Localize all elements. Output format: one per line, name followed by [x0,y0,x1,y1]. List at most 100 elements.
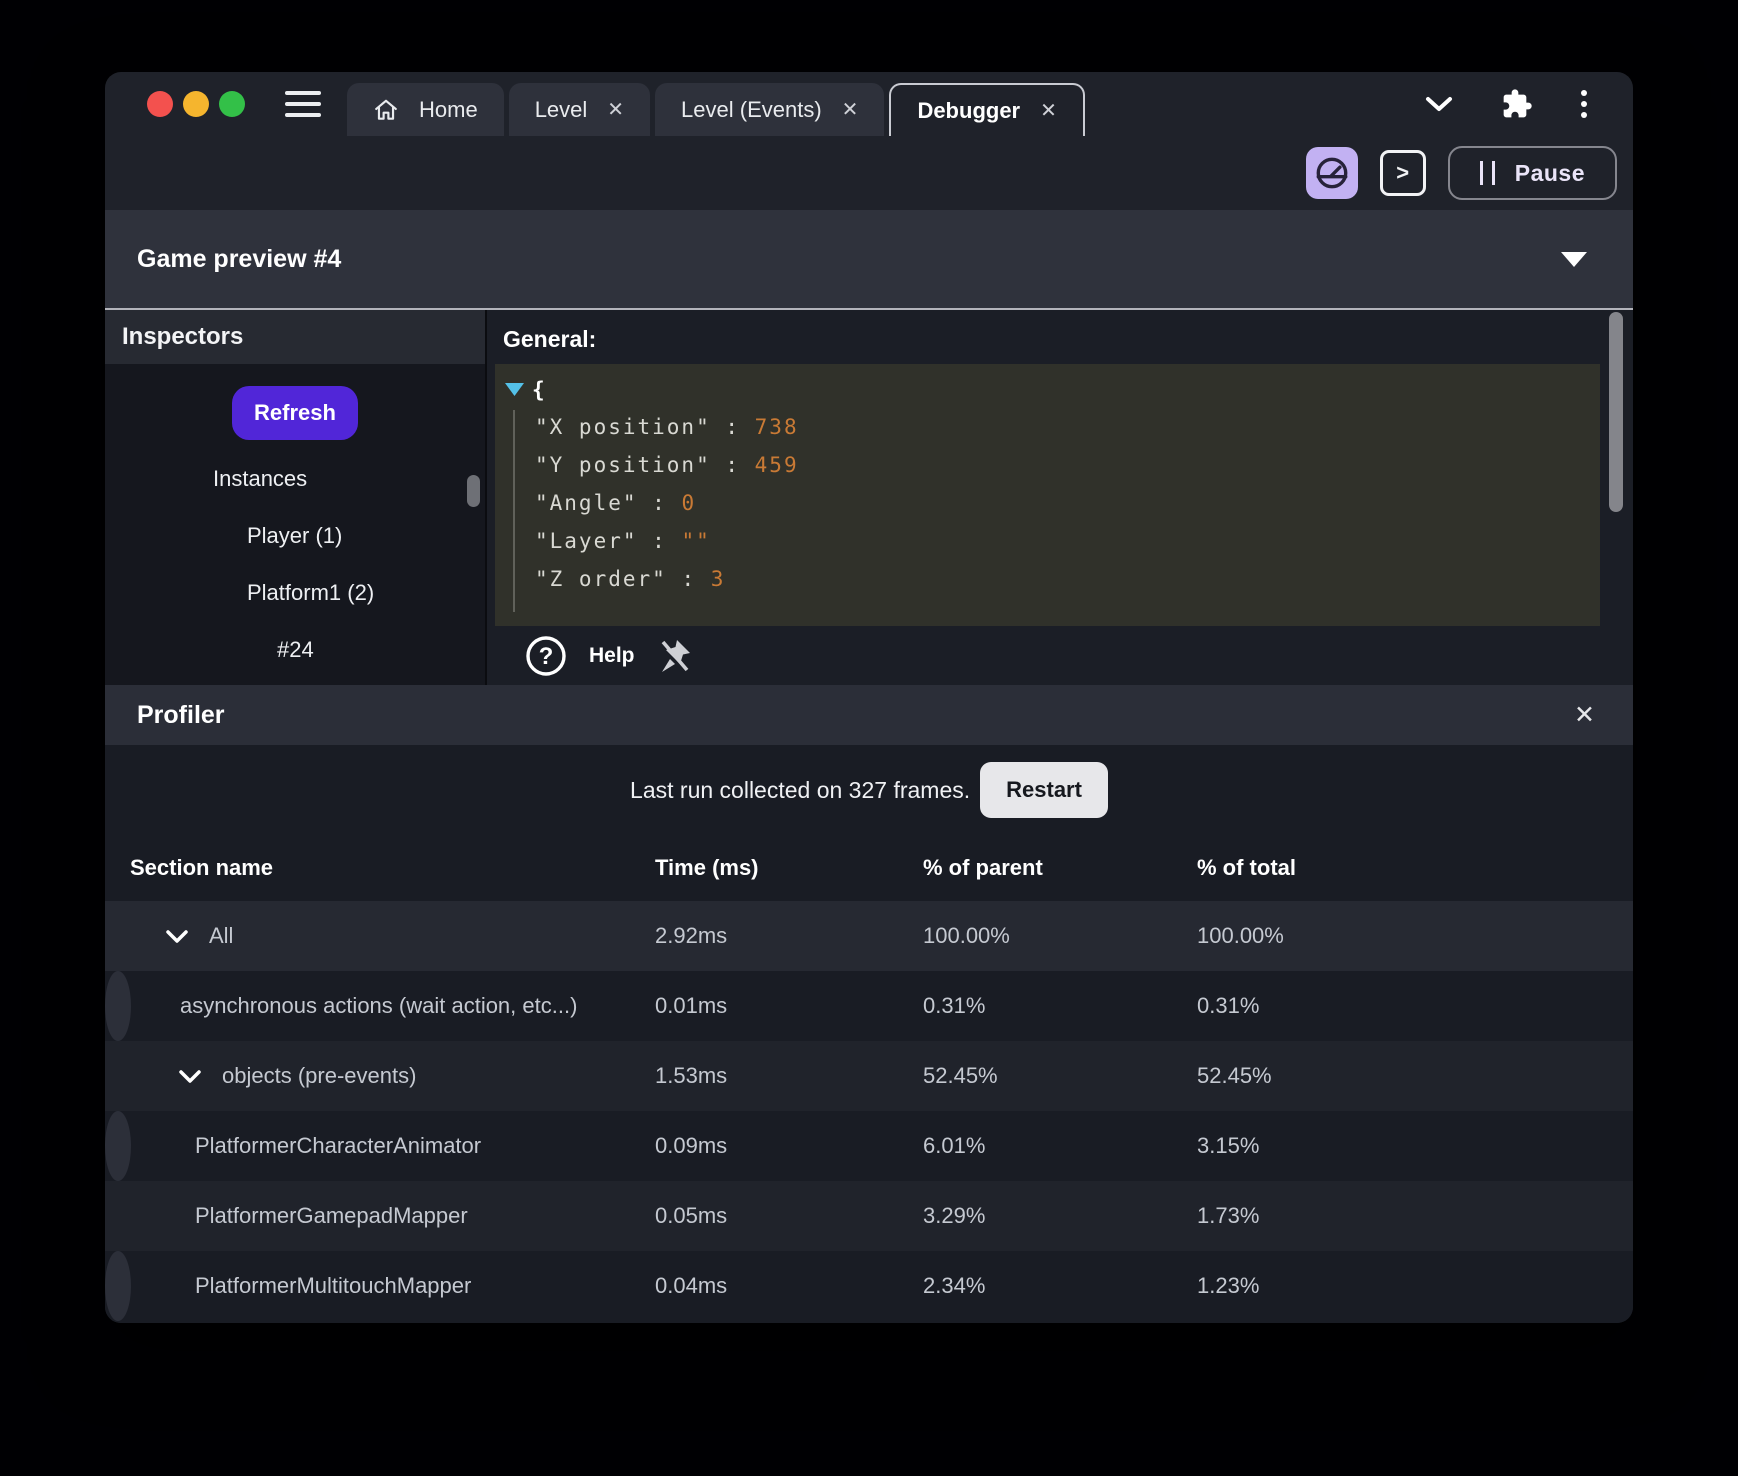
row-percent-total: 0.31% [1197,993,1260,1018]
tree-item-instance-24[interactable]: #24 [277,636,314,662]
json-property[interactable]: "Layer" : "" [535,529,711,553]
row-section-name: PlatformerMultitouchMapper [195,1273,472,1298]
json-property[interactable]: "Angle" : 0 [535,491,697,515]
row-section-name: PlatformerCharacterAnimator [195,1133,482,1158]
restart-button[interactable]: Restart [980,762,1108,818]
profiler-header: Profiler ✕ [105,685,1633,745]
tab-label: Home [419,96,478,122]
help-row: ? Help [487,626,693,685]
open-brace: { [532,378,547,402]
row-time: 2.92ms [655,923,728,948]
table-row[interactable]: PlatformerCharacterAnimator 0.09ms 6.01%… [105,1111,1259,1181]
pause-icon [1479,161,1495,185]
game-preview-title: Game preview #4 [137,244,342,273]
pause-button[interactable]: Pause [1447,146,1617,200]
row-time: 0.01ms [655,993,728,1018]
row-percent-total: 52.45% [1197,1063,1272,1088]
column-header-section-name: Section name [130,855,274,880]
titlebar-right-actions [1425,85,1633,123]
tab-level[interactable]: Level ✕ [508,83,651,136]
sidebar-scrollbar-thumb[interactable] [467,475,480,507]
traffic-lights [147,91,245,117]
json-inspector-view: { "X position" : 738 "Y position" : 459 … [495,364,1600,626]
game-preview-header[interactable]: Game preview #4 [105,210,1633,310]
profiler-status-text: Last run collected on 327 frames. [630,776,971,803]
row-percent-total: 1.73% [1197,1203,1260,1228]
close-window-button[interactable] [147,91,173,117]
inspectors-panel: Inspectors Refresh Instances Player (1) … [105,310,487,685]
json-property[interactable]: "Y position" : 459 [535,453,799,477]
row-time: 0.04ms [655,1273,728,1298]
console-chevron-icon: > [1396,160,1410,185]
tab-debugger[interactable]: Debugger ✕ [889,83,1085,136]
row-percent-parent: 52.45% [923,1063,998,1088]
tab-home[interactable]: Home [347,83,504,136]
row-percent-parent: 3.29% [923,1203,986,1228]
unpin-icon[interactable] [657,637,693,675]
pause-button-label: Pause [1514,159,1585,186]
debugger-window: Home Level ✕ Level (Events) ✕ Debugger ✕ [105,72,1633,1323]
table-row[interactable]: asynchronous actions (wait action, etc..… [105,971,1259,1041]
help-label[interactable]: Help [589,643,635,667]
row-section-name: asynchronous actions (wait action, etc..… [180,993,578,1018]
indent-guide [513,410,515,612]
general-panel: General: { "X position" : 738 "Y positio… [487,310,1633,685]
tab-bar: Home Level ✕ Level (Events) ✕ Debugger ✕ [347,83,1085,136]
tab-close-icon[interactable]: ✕ [607,99,625,121]
expander-triangle-icon[interactable] [505,383,524,397]
extensions-puzzle-icon[interactable] [1501,88,1533,120]
row-section-name: objects (pre-events) [222,1063,417,1088]
row-percent-total: 100.00% [1197,923,1284,948]
json-property[interactable]: "Z order" : 3 [535,567,726,591]
tree-item-platform1[interactable]: Platform1 (2) [247,579,375,605]
inspectors-tree: Instances Player (1) Platform1 (2) #24 [105,450,485,678]
general-scrollbar-thumb[interactable] [1609,312,1623,512]
table-row[interactable]: objects (pre-events) 1.53ms 52.45% 52.45… [105,1041,1633,1111]
column-header-percent-parent: % of parent [923,855,1043,880]
row-percent-parent: 0.31% [923,993,986,1018]
debugger-content: Inspectors Refresh Instances Player (1) … [105,310,1633,685]
inspectors-panel-title: Inspectors [105,310,485,364]
row-expand-chevron-icon[interactable] [178,1069,202,1084]
row-time: 1.53ms [655,1063,728,1088]
profiler-title: Profiler [137,700,225,729]
table-row[interactable]: All 2.92ms 100.00% 100.00% [105,901,1633,971]
help-icon[interactable]: ? [525,635,567,677]
chevron-down-icon[interactable] [1425,96,1453,112]
refresh-button[interactable]: Refresh [232,386,358,440]
json-property[interactable]: "X position" : 738 [535,415,799,439]
profiler-gauge-button[interactable] [1305,147,1358,199]
hamburger-menu-icon[interactable] [285,91,321,117]
collapse-caret-icon[interactable] [1561,251,1587,267]
profiler-close-icon[interactable]: ✕ [1574,701,1595,729]
table-row[interactable]: PlatformerGamepadMapper 0.05ms 3.29% 1.7… [105,1181,1633,1251]
tab-level-events[interactable]: Level (Events) ✕ [655,83,885,136]
tree-item-instances[interactable]: Instances [213,465,308,491]
tab-label: Level [534,96,588,122]
row-percent-parent: 6.01% [923,1133,986,1158]
row-section-name: PlatformerGamepadMapper [195,1203,468,1228]
home-icon [375,99,397,120]
row-percent-parent: 2.34% [923,1273,986,1298]
titlebar: Home Level ✕ Level (Events) ✕ Debugger ✕ [105,72,1633,136]
minimize-window-button[interactable] [183,91,209,117]
table-row[interactable]: PlatformerMultitouchMapper 0.04ms 2.34% … [105,1251,1259,1321]
row-percent-total: 1.23% [1197,1273,1260,1298]
row-time: 0.09ms [655,1133,728,1158]
zoom-window-button[interactable] [219,91,245,117]
debugger-toolbar: > Pause [105,136,1633,210]
tab-close-icon[interactable]: ✕ [841,99,859,121]
console-button[interactable]: > [1379,150,1426,196]
tree-item-player[interactable]: Player (1) [247,522,343,548]
more-options-kebab-icon[interactable] [1581,85,1587,123]
tab-label: Debugger [917,97,1021,123]
row-percent-parent: 100.00% [923,923,1010,948]
row-expand-chevron-icon[interactable] [165,929,189,944]
tab-close-icon[interactable]: ✕ [1040,100,1057,122]
profiler-status-row: Last run collected on 327 frames. Restar… [105,745,1633,835]
gauge-icon [1316,157,1348,189]
svg-text:?: ? [539,643,554,670]
general-section-label: General: [503,326,597,352]
tab-label: Level (Events) [681,96,822,122]
profiler-body: Last run collected on 327 frames. Restar… [105,745,1633,1323]
